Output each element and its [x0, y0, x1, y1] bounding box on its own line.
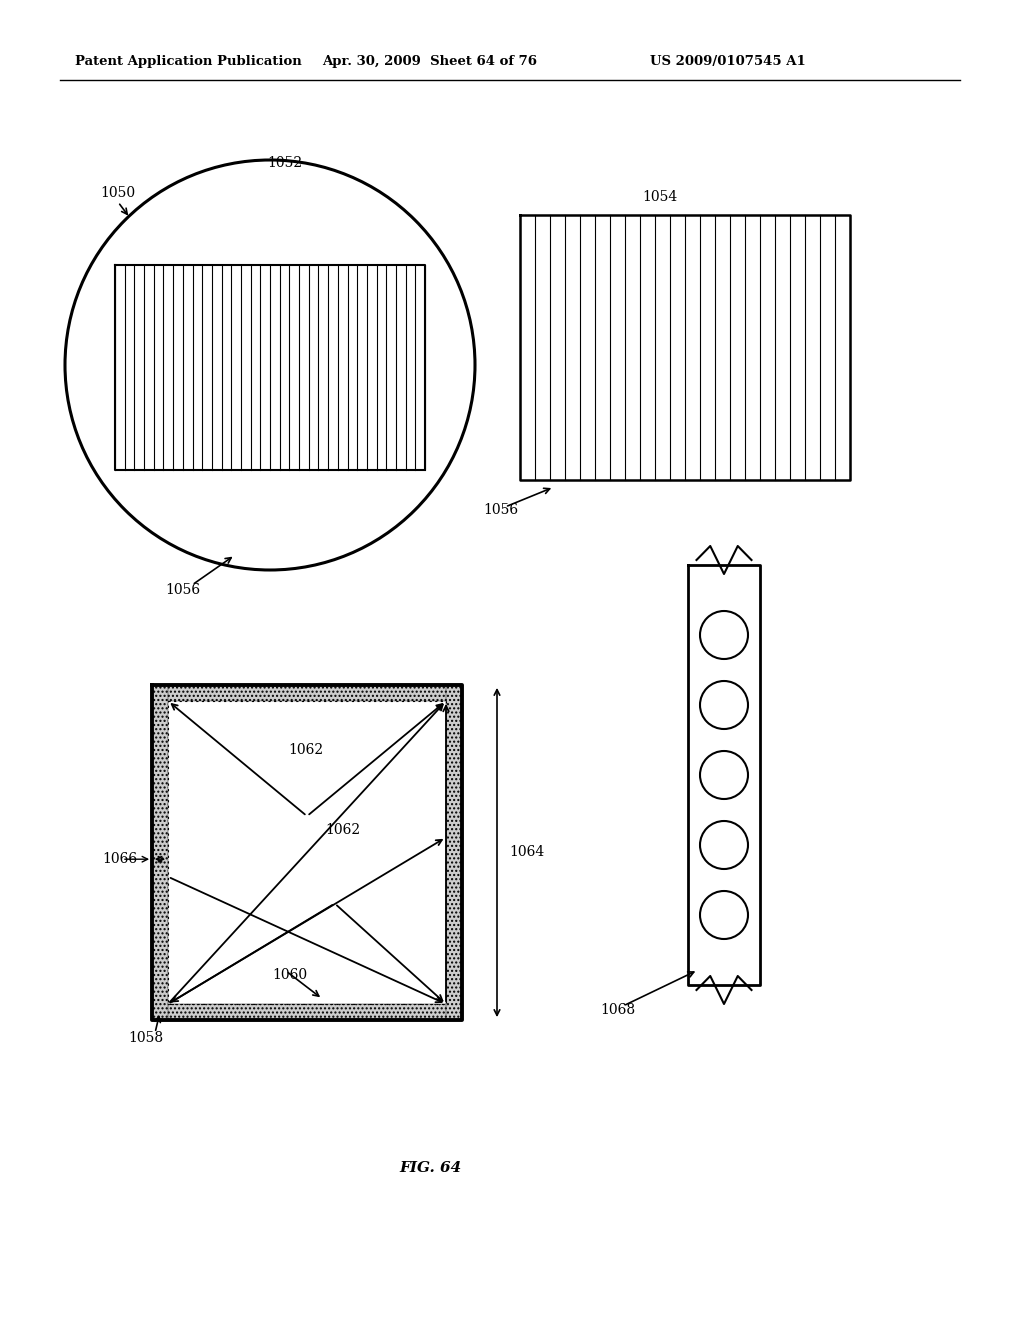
Text: 1050: 1050 [100, 186, 135, 201]
Text: 1066: 1066 [101, 853, 137, 866]
Text: 1058: 1058 [128, 1031, 163, 1045]
Text: Patent Application Publication: Patent Application Publication [75, 55, 302, 69]
Bar [152, 685, 168, 1020]
Text: 1062: 1062 [288, 743, 324, 756]
Text: 1062: 1062 [325, 822, 360, 837]
Text: 1054: 1054 [642, 190, 678, 205]
Text: 1056: 1056 [483, 503, 518, 517]
Text: 1064: 1064 [509, 846, 544, 859]
Text: 1056: 1056 [165, 583, 200, 597]
Text: FIG. 64: FIG. 64 [399, 1162, 461, 1175]
Text: Apr. 30, 2009  Sheet 64 of 76: Apr. 30, 2009 Sheet 64 of 76 [323, 55, 538, 69]
Text: 1052: 1052 [267, 156, 302, 170]
Bar [446, 685, 462, 1020]
Bar [152, 1005, 462, 1020]
Bar [152, 685, 462, 701]
Text: 1060: 1060 [272, 968, 307, 982]
Text: 1068: 1068 [600, 1003, 635, 1016]
Text: US 2009/0107545 A1: US 2009/0107545 A1 [650, 55, 806, 69]
